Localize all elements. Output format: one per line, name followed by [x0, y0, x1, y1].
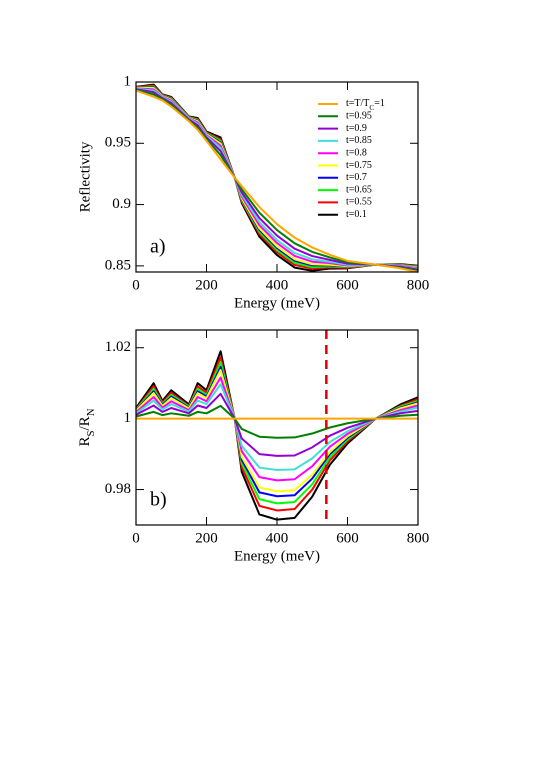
text-part: R	[77, 437, 93, 447]
legend-text: t=0.8	[346, 147, 367, 158]
legend-text: t=0.1	[346, 209, 367, 220]
text-part: =1	[374, 98, 385, 109]
x-tick-label: 200	[195, 530, 218, 546]
data-line	[135, 365, 419, 498]
x-tick-label: 600	[336, 530, 359, 546]
data-line	[135, 87, 419, 270]
legend-text: t=0.7	[346, 172, 367, 183]
y-tick-label: 1.02	[105, 339, 131, 355]
legend-text: t=0.85	[346, 135, 372, 146]
data-line	[135, 360, 419, 505]
legend-text: t=0.9	[346, 123, 367, 134]
data-line	[135, 369, 419, 493]
panel-label: b)	[150, 489, 167, 511]
x-tick-label: 600	[336, 277, 359, 293]
x-axis-title: Energy (meV)	[234, 295, 320, 311]
legend-text: t=0.75	[346, 160, 372, 171]
legend-text: t=T/TC=1	[346, 98, 385, 111]
text-part: C	[369, 104, 374, 112]
y-axis-title: RS/RN	[77, 408, 97, 446]
x-tick-label: 0	[132, 277, 140, 293]
x-tick-label: 800	[407, 530, 430, 546]
text-part: t=T/T	[346, 98, 369, 109]
x-axis-title: Energy (meV)	[234, 548, 320, 564]
data-line	[135, 350, 419, 521]
legend-text: t=0.55	[346, 197, 372, 208]
plot-frame	[135, 329, 419, 526]
y-tick-label: 1	[124, 73, 132, 89]
text-part: S	[85, 430, 97, 436]
y-tick-label: 0.95	[105, 135, 131, 151]
x-tick-label: 0	[132, 530, 140, 546]
legend-text: t=0.65	[346, 184, 372, 195]
y-axis-title: Reflectivity	[77, 141, 93, 212]
data-line	[135, 89, 419, 273]
data-line	[135, 88, 419, 272]
y-tick-label: 0.98	[105, 481, 131, 497]
y-tick-label: 0.9	[112, 196, 131, 212]
data-line	[135, 356, 419, 512]
x-tick-label: 400	[266, 530, 289, 546]
text-part: N	[85, 408, 97, 416]
plot-frame	[135, 81, 419, 273]
data-line	[135, 88, 419, 271]
legend-text: t=0.95	[346, 111, 372, 122]
panel-label: a)	[150, 236, 166, 258]
text-part: /R	[77, 416, 93, 430]
data-line	[135, 404, 419, 439]
data-line	[135, 392, 419, 457]
y-tick-label: 1	[124, 410, 132, 426]
y-tick-label: 0.85	[105, 257, 131, 273]
x-tick-label: 200	[195, 277, 218, 293]
x-tick-label: 800	[407, 277, 430, 293]
data-line	[135, 376, 419, 482]
x-tick-label: 400	[266, 277, 289, 293]
data-line	[135, 383, 419, 472]
